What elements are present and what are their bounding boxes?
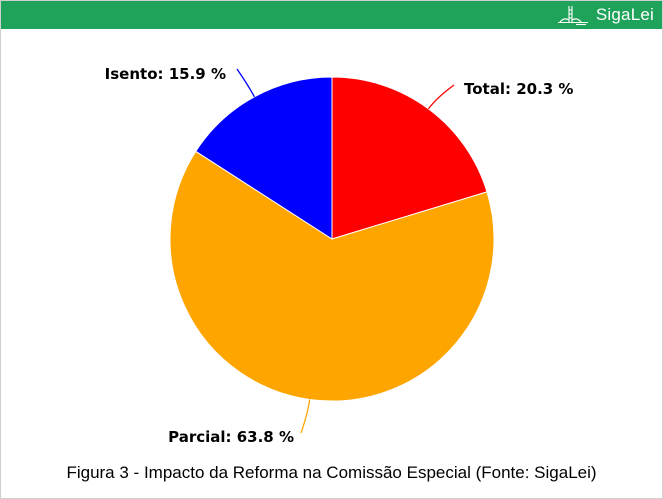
header-bar: SigaLei — [1, 1, 662, 29]
leader-line-parcial — [300, 399, 311, 434]
leader-line-total — [427, 84, 455, 110]
slice-label-total: Total: 20.3 % — [464, 80, 573, 98]
slice-label-parcial: Parcial: 63.8 % — [168, 428, 294, 446]
leader-line-isento — [236, 68, 255, 98]
capitol-building-icon — [557, 6, 588, 26]
pie-chart: Total: 20.3 % Parcial: 63.8 % Isento: 15.9… — [105, 65, 574, 446]
pie-slice-total — [331, 76, 488, 240]
brand-logo[interactable]: SigaLei — [556, 4, 654, 26]
pie-chart-area: Total: 20.3 % Parcial: 63.8 % Isento: 15.9… — [1, 29, 662, 449]
caption-figure-number: Figura 3 - — [66, 463, 140, 482]
brand-name: SigaLei — [595, 5, 654, 24]
caption-text: Impacto da Reforma na Comissão Especial … — [143, 463, 597, 482]
slice-label-isento: Isento: 15.9 % — [105, 65, 226, 83]
figure-caption: Figura 3 - Impacto da Reforma na Comissã… — [1, 463, 662, 483]
